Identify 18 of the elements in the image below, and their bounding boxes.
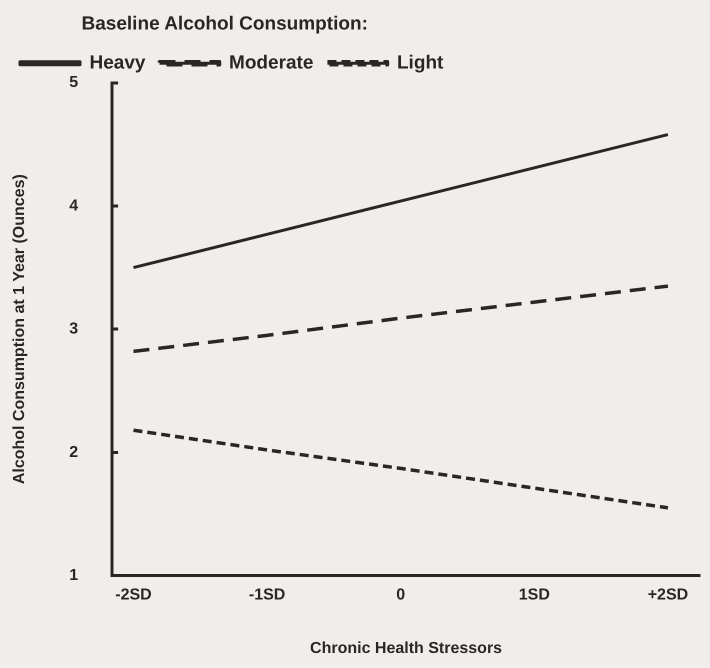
- y-tick-label: 2: [69, 444, 78, 461]
- x-tick-label: -2SD: [115, 586, 152, 604]
- y-tick-label: 1: [69, 567, 78, 584]
- y-tick-label: 3: [69, 320, 78, 338]
- legend-label: Heavy: [90, 52, 146, 74]
- x-tick-label: 0: [396, 586, 406, 604]
- x-axis-title: Chronic Health Stressors: [310, 640, 502, 657]
- legend-label: Light: [396, 52, 444, 74]
- y-tick-label: 5: [69, 74, 78, 92]
- line-series: [132, 428, 670, 510]
- y-axis-title: Alcohol Consumption at 1 Year (Ounces): [11, 174, 28, 484]
- line-series: [132, 284, 670, 354]
- legend-title: Baseline Alcohol Consumption:: [81, 14, 368, 35]
- x-tick-label: +2SD: [648, 586, 688, 604]
- x-tick-label: -1SD: [248, 586, 286, 604]
- x-tick-label: 1SD: [518, 586, 550, 604]
- y-tick-label: 4: [69, 197, 78, 214]
- legend-label: Moderate: [228, 52, 314, 74]
